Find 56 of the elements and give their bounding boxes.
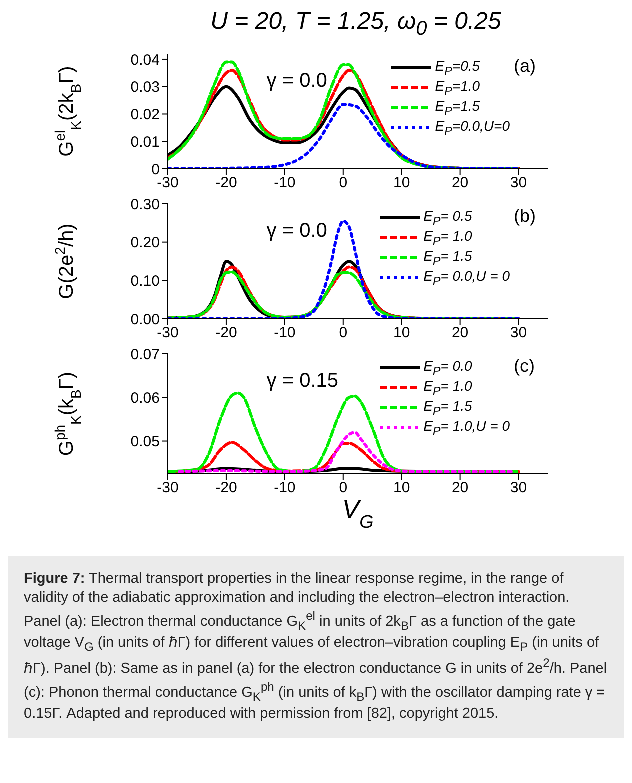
x-tick-label: -10	[274, 480, 296, 497]
x-tick-label: -20	[216, 174, 238, 192]
y-tick-label: 0.10	[130, 272, 160, 290]
annotation: (a)	[514, 56, 536, 77]
x-tick-label: 0	[339, 174, 348, 192]
x-tick-label: 20	[452, 174, 469, 192]
legend-label: E$_{P}$= 1.5	[424, 398, 472, 418]
x-tick-label: -20	[216, 324, 238, 342]
annotation: γ = 0.0	[266, 220, 328, 243]
y-tick-label: 0.01	[130, 134, 160, 151]
x-axis-title: V$_{G}$	[342, 494, 374, 532]
x-tick-label: 10	[394, 480, 410, 497]
line-series	[168, 103, 520, 169]
legend-label: E$_{P}$=0.5	[435, 58, 480, 78]
y-tick-label: 0	[152, 161, 160, 178]
legend-label: E$_{P}$= 0.5	[424, 208, 472, 228]
legend-label: E$_{P}$= 1.0	[424, 378, 472, 398]
x-tick-label: 20	[452, 480, 469, 497]
legend-label: E$_{P}$= 1.0	[424, 228, 472, 248]
annotation: (c)	[514, 356, 535, 377]
legend-label: E$_{P}$=0.0,U=0	[435, 118, 510, 138]
y-tick-label: 0.00	[130, 311, 160, 328]
x-tick-label: 30	[510, 480, 528, 497]
annotation: γ = 0.0	[266, 70, 328, 93]
x-tick-label: 10	[394, 174, 410, 192]
x-tick-label: -30	[157, 324, 179, 342]
x-tick-label: -30	[157, 480, 179, 497]
y-tick-label: 0.05	[130, 434, 160, 451]
annotation: γ = 0.15	[266, 370, 339, 393]
y-tick-label: 0.04	[130, 52, 160, 69]
x-tick-label: 20	[452, 324, 469, 342]
x-tick-label: 0	[339, 324, 348, 342]
chart-title: U = 20, T = 1.25, ω$_{0}$ = 0.25	[210, 8, 502, 42]
y-tick-label: 0.06	[130, 390, 160, 407]
x-tick-label: -20	[216, 480, 238, 497]
line-series	[172, 441, 520, 474]
x-tick-label: -30	[157, 174, 179, 192]
x-tick-label: 10	[394, 324, 410, 342]
x-tick-label: 30	[510, 174, 528, 192]
x-tick-label: 0	[339, 480, 348, 497]
x-tick-label: -10	[274, 324, 296, 342]
y-tick-label: 0.03	[130, 79, 160, 96]
legend-label: E$_{P}$=1.5	[435, 98, 480, 118]
y-tick-label: 0.02	[130, 106, 160, 124]
y-tick-label: 0.07	[130, 346, 160, 364]
legend-label: E$_{P}$= 1.0,U = 0	[424, 418, 510, 438]
legend-label: E$_{P}$= 0.0	[424, 358, 472, 378]
legend-label: E$_{P}$=1.0	[435, 78, 480, 98]
y-tick-label: 0.20	[130, 234, 160, 252]
x-tick-label: 30	[510, 324, 528, 342]
legend-label: E$_{P}$= 0.0,U = 0	[424, 268, 510, 288]
y-tick-label: 0.30	[130, 196, 160, 214]
annotation: (b)	[514, 206, 536, 227]
x-tick-label: -10	[274, 174, 296, 192]
text: Figure 7: Thermal transport properties in the linear response regime, in the range of validity of the adiabatic approximation and including the electron–electron interaction. Panel (a): Electron thermal conductance G$_{K}$$^{el}$ in units of 2k$_{B}$Γ as a function of the gate voltage V$_{G}$ (in units of ℏΓ) for different values of electron–vibration coupling E$_{P}$ (in units of ℏΓ). Panel (b): Same as in panel (a) for the electron conductance G in units of 2e$^{2}$/h. Panel (c): Phonon thermal conductance G$_{K}$$^{ph}$ (in units of k$_{B}$Γ) with the oscillator damping rate γ = 0.15Γ. Adapted and reproduced with permission from [82], copyright 2015.	[24, 571, 608, 722]
legend-label: E$_{P}$= 1.5	[424, 248, 472, 268]
